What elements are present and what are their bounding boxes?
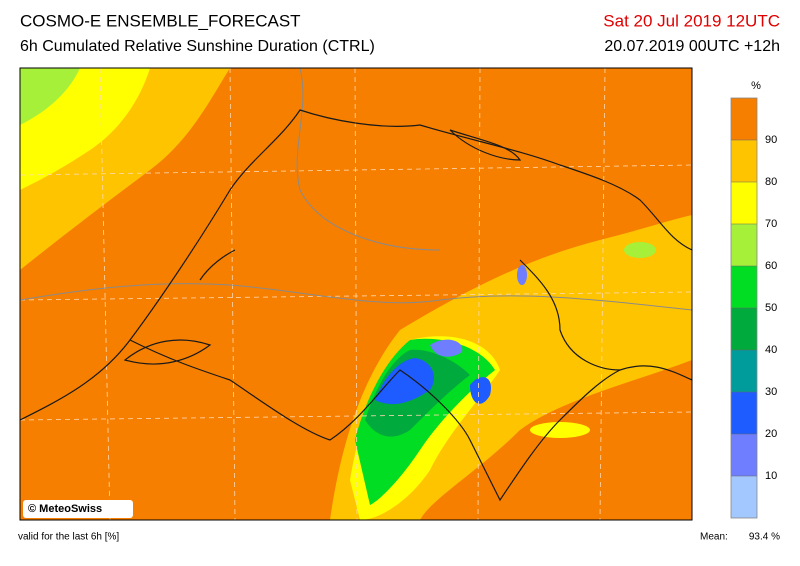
colorbar-frame (730, 97, 758, 519)
colorbar-tick-label: 50 (765, 302, 777, 314)
graticule (20, 68, 692, 520)
color-bin (731, 476, 757, 518)
color-bin (731, 224, 757, 266)
credit-box (23, 500, 133, 518)
color-bin (731, 140, 757, 182)
lake (449, 129, 522, 161)
valid-time: Sat 20 Jul 2019 12UTC (603, 11, 780, 30)
field-10 (517, 265, 527, 285)
border (20, 109, 692, 421)
map: © MeteoSwiss (19, 67, 693, 521)
border (519, 259, 621, 371)
colorbar: % 10 20 30 40 50 60 70 80 90 (730, 80, 777, 519)
field-60 (624, 242, 656, 258)
colorbar-tick-label: 10 (765, 470, 777, 482)
field-20 (375, 358, 435, 405)
river (296, 68, 441, 251)
field-20 (470, 377, 491, 404)
color-bin (731, 350, 757, 392)
color-bin (731, 392, 757, 434)
color-bin (731, 434, 757, 476)
color-bin (731, 308, 757, 350)
mean-value: 93.4 % (749, 532, 780, 543)
river (20, 283, 692, 311)
colorbar-tick-label: 60 (765, 260, 777, 272)
color-bin (731, 98, 757, 140)
credit: © MeteoSwiss (28, 503, 102, 515)
field-60 (20, 68, 80, 125)
field-10 (430, 339, 463, 357)
colorbar-tick-label: 20 (765, 428, 777, 440)
colorbar-tick-label: 30 (765, 386, 777, 398)
run-time: 20.07.2019 00UTC +12h (604, 38, 780, 55)
colorbar-unit: % (751, 80, 761, 92)
color-bin (731, 182, 757, 224)
color-bin (731, 266, 757, 308)
lake (199, 249, 236, 281)
subtitle: 6h Cumulated Relative Sunshine Duration … (20, 38, 375, 55)
colorbar-tick-label: 80 (765, 176, 777, 188)
title: COSMO-E ENSEMBLE_FORECAST (20, 11, 301, 30)
colorbar-tick-label: 70 (765, 218, 777, 230)
colorbar-tick-label: 90 (765, 134, 777, 146)
field-70 (530, 422, 590, 438)
lake (123, 339, 212, 365)
mean-label: Mean: (700, 532, 728, 543)
colorbar-tick-label: 40 (765, 344, 777, 356)
footer-note: valid for the last 6h [%] (18, 532, 119, 543)
border (129, 339, 692, 502)
map-frame (19, 67, 693, 521)
